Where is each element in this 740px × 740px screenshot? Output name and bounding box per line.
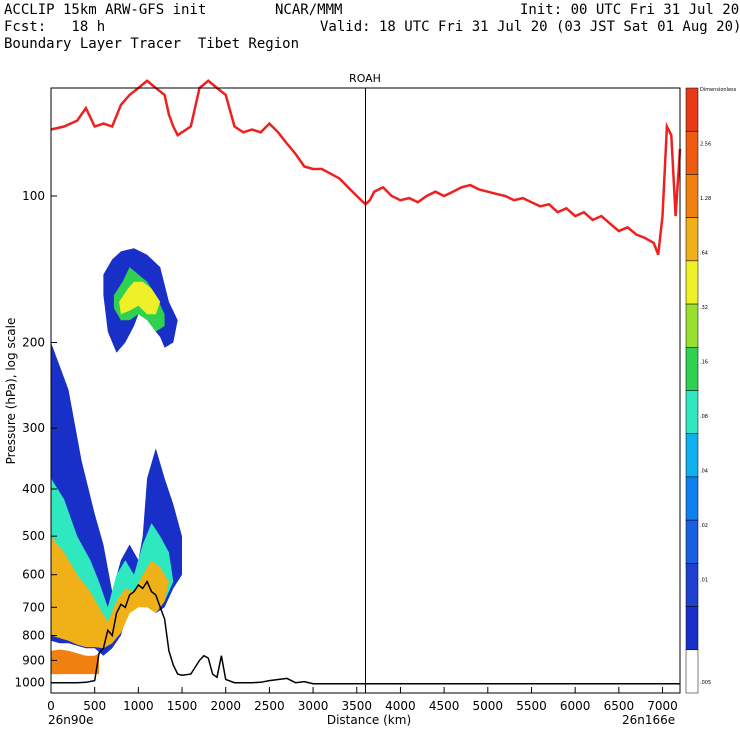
x-tick-label: 1500 (167, 699, 198, 713)
chart-lines (50, 79, 682, 693)
x-tick-label: 7000 (647, 699, 678, 713)
x-tick-label: 3000 (298, 699, 329, 713)
colorbar-swatch (685, 433, 699, 478)
chart-title: ROAH (349, 72, 381, 85)
colorbar-label: .64 (700, 251, 708, 257)
x-tick-label: 3500 (341, 699, 372, 713)
tracer-region-left-column-high (51, 536, 169, 649)
colorbar-label: .16 (700, 360, 708, 366)
colorbar-swatch (685, 303, 699, 348)
tracer-regions (51, 248, 182, 675)
colorbar-swatch (685, 260, 699, 305)
colorbar-label: 1.28 (700, 196, 711, 202)
colorbar: Dimensionless 2.56 1.28 .64 .32 .16 .08 .04 .02.… (685, 87, 737, 694)
tracer-region-upper-plume-peak (119, 281, 161, 315)
y-tick-label: 700 (22, 600, 45, 614)
colorbar-swatch (685, 390, 699, 434)
terrain-line (51, 580, 680, 685)
tracer-region-surface-layer (51, 649, 99, 675)
colorbar-swatch (685, 347, 699, 391)
header-valid-time: Valid: 18 UTC Fri 31 Jul 20 (03 JST Sat … (320, 19, 740, 35)
x-tick-label: 5500 (516, 699, 547, 713)
colorbar-label: .02 (700, 523, 708, 529)
header-center-label: NCAR/MMM (275, 2, 343, 18)
colorbar-swatch (685, 606, 699, 651)
y-axis-ticks: 100 200 300 400 500 600 700 800 900 1000 (14, 189, 57, 690)
colorbar-label: .01 (700, 578, 708, 584)
x-tick-label: 5000 (473, 699, 504, 713)
header-init-time: Init: 00 UTC Fri 31 Jul 20 (520, 2, 740, 18)
colorbar-swatch (685, 217, 699, 262)
colorbar-swatch (685, 519, 699, 564)
x-tick-label: 2000 (210, 699, 241, 713)
colorbar-label: .04 (700, 469, 708, 475)
colorbar-label: .32 (700, 305, 708, 311)
y-tick-label: 200 (22, 335, 45, 349)
y-tick-label: 500 (22, 529, 45, 543)
y-tick-label: 100 (22, 189, 45, 203)
y-axis-label: Pressure (hPa), log scale (4, 318, 18, 465)
x-tick-label: 0 (47, 699, 55, 713)
y-tick-label: 300 (22, 421, 45, 435)
x-axis-label: Distance (km) (327, 713, 411, 727)
header-forecast-hour: Fcst: 18 h (4, 19, 106, 35)
x-tick-label: 1000 (123, 699, 154, 713)
colorbar-swatch (685, 130, 699, 175)
y-tick-label: 1000 (14, 676, 45, 690)
x-tick-label: 6000 (560, 699, 591, 713)
colorbar-swatch (685, 476, 699, 521)
header-title-left: ACCLIP 15km ARW-GFS init (4, 2, 207, 18)
x-start-label: 26n90e (48, 713, 94, 727)
y-tick-label: 900 (22, 653, 45, 667)
x-end-label: 26n166e (622, 713, 675, 727)
colorbar-swatch (685, 174, 699, 218)
colorbar-label: .08 (700, 414, 708, 420)
y-tick-label: 400 (22, 482, 45, 496)
header-subtitle: Boundary Layer Tracer Tibet Region (4, 36, 300, 52)
y-tick-label: 600 (22, 568, 45, 582)
colorbar-label: .005 (700, 680, 711, 686)
x-axis-ticks: 0 500 1000 1500 2000 2500 3000 3500 4000 4500 5000… (47, 687, 678, 713)
tropopause-line (50, 79, 682, 256)
colorbar-swatch (685, 87, 699, 132)
x-tick-label: 4500 (429, 699, 460, 713)
colorbar-label: 2.56 (700, 142, 711, 148)
colorbar-label: Dimensionless (700, 87, 737, 93)
y-tick-label: 800 (22, 629, 45, 643)
x-tick-label: 500 (83, 699, 106, 713)
colorbar-swatch (685, 563, 699, 607)
x-tick-label: 4000 (385, 699, 416, 713)
colorbar-swatch (685, 649, 699, 694)
plot-frame (50, 87, 681, 694)
x-tick-label: 2500 (254, 699, 285, 713)
x-tick-label: 6500 (604, 699, 635, 713)
